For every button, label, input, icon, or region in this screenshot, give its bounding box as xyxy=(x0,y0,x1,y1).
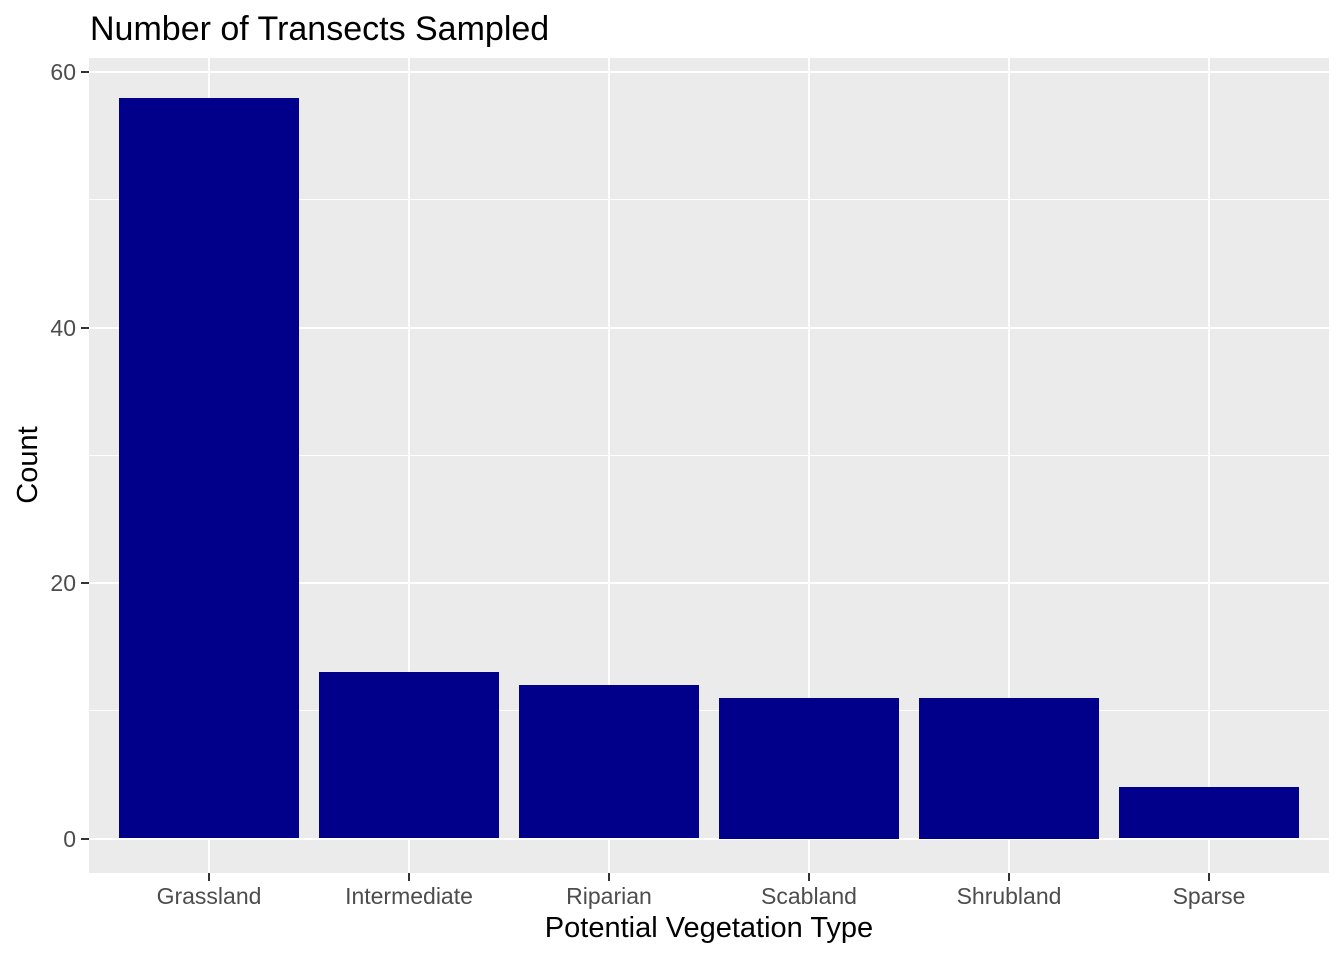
y-tick-mark-0 xyxy=(81,837,89,840)
bar-riparian xyxy=(519,685,699,839)
x-tick-mark-riparian xyxy=(608,873,610,881)
x-tick-label-intermediate: Intermediate xyxy=(345,883,473,909)
bar-grassland xyxy=(119,97,299,839)
gridline-minor-y30 xyxy=(89,454,1329,456)
gridline-major-y0 xyxy=(89,837,1329,840)
x-tick-label-grassland: Grassland xyxy=(156,883,262,909)
gridline-major-y60 xyxy=(89,71,1329,74)
y-tick-label-60: 60 xyxy=(50,59,76,86)
chart-title: Number of Transects Sampled xyxy=(90,10,550,48)
plot-panel xyxy=(89,58,1329,873)
gridline-major-y40 xyxy=(89,326,1329,329)
x-axis-title: Potential Vegetation Type xyxy=(544,912,874,944)
x-tick-mark-grassland xyxy=(208,873,210,881)
x-tick-label-scabland: Scabland xyxy=(761,883,857,909)
x-tick-label-shrubland: Shrubland xyxy=(956,883,1062,909)
bar-intermediate xyxy=(319,672,499,839)
x-tick-mark-shrubland xyxy=(1008,873,1010,881)
x-tick-mark-scabland xyxy=(808,873,810,881)
bar-shrubland xyxy=(919,698,1099,839)
x-tick-mark-intermediate xyxy=(408,873,410,881)
gridline-major-y20 xyxy=(89,582,1329,584)
gridline-major-x-shrubland xyxy=(1008,58,1010,873)
y-tick-mark-40 xyxy=(81,326,89,329)
gridline-minor-y50 xyxy=(89,199,1329,201)
bar-scabland xyxy=(719,698,899,839)
y-tick-label-0: 0 xyxy=(63,825,76,852)
x-tick-mark-sparse xyxy=(1208,873,1210,881)
y-tick-mark-20 xyxy=(81,582,89,584)
y-tick-label-40: 40 xyxy=(50,314,76,341)
gridline-minor-y10 xyxy=(89,710,1329,712)
bar-sparse xyxy=(1119,787,1299,839)
y-tick-mark-60 xyxy=(81,71,89,74)
gridline-major-x-intermediate xyxy=(408,58,410,873)
x-tick-label-sparse: Sparse xyxy=(1172,883,1246,909)
y-axis-title: Count xyxy=(12,426,44,504)
gridline-major-x-scabland xyxy=(808,58,810,873)
gridline-major-x-sparse xyxy=(1208,58,1210,873)
y-tick-label-20: 20 xyxy=(50,570,76,596)
x-tick-label-riparian: Riparian xyxy=(566,883,652,909)
gridline-major-x-riparian xyxy=(608,58,610,873)
